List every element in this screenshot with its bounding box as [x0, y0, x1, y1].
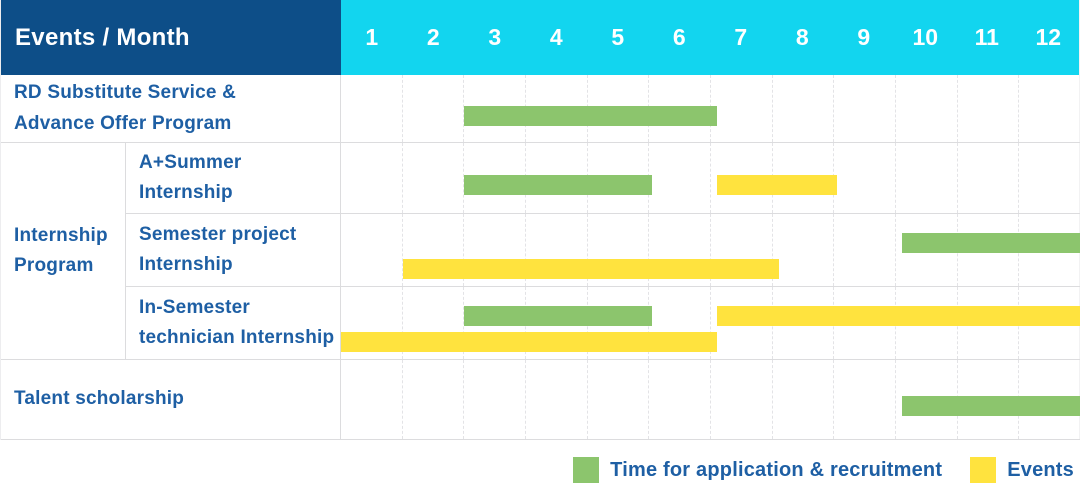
- month-gridcell: [1019, 75, 1080, 142]
- month-gridcell: [711, 75, 773, 142]
- month-label: 12: [1035, 24, 1062, 50]
- row-group-label-internship-program: Internship Program: [1, 143, 126, 360]
- month-gridcell: [896, 143, 958, 213]
- recruitment-bar: [464, 175, 653, 196]
- month-gridcell: [526, 360, 588, 439]
- recruitment-bar: [464, 305, 653, 326]
- month-label: 7: [734, 24, 748, 50]
- month-gridcell: [403, 287, 465, 359]
- gantt-schedule-table: Events / Month 1 2 3 4 5 6 7 8 9 10 11 12 RD Substi…: [0, 0, 1080, 440]
- event-bar: [402, 259, 779, 280]
- month-gridcell: [341, 75, 403, 142]
- month-gridcell: [341, 143, 403, 213]
- month-gridcell: [834, 360, 897, 439]
- events-month-header: Events / Month: [1, 0, 341, 75]
- row-label-rd-substitute: RD Substitute Service & Advance Offer Pr…: [1, 75, 341, 143]
- month-gridcell: [1019, 143, 1080, 213]
- table-header: Events / Month 1 2 3 4 5 6 7 8 9 10 11 12: [1, 0, 1079, 75]
- chart-row-semester-project-internship: [341, 214, 1080, 287]
- month-header-row: 1 2 3 4 5 6 7 8 9 10 11 12: [341, 0, 1079, 75]
- month-label: 1: [365, 24, 379, 50]
- row-label-semester-project-internship: Semester project Internship: [126, 214, 341, 287]
- month-gridcell: [341, 360, 403, 439]
- month-gridcell: [958, 143, 1020, 213]
- month-label: 8: [795, 24, 809, 50]
- month-label: 10: [912, 24, 939, 50]
- month-gridcell: [649, 360, 712, 439]
- recruitment-bar: [902, 396, 1080, 417]
- month-gridcell: [649, 287, 712, 359]
- green-swatch-icon: [573, 457, 600, 483]
- month-label: 11: [974, 24, 999, 50]
- month-gridcell: [588, 214, 650, 286]
- month-label: 9: [857, 24, 871, 50]
- month-label: 6: [672, 24, 686, 50]
- month-label: 3: [488, 24, 502, 50]
- chart-row-in-semester-technician-internship: [341, 287, 1080, 360]
- recruitment-bar: [464, 105, 718, 126]
- month-gridcell: [958, 75, 1020, 142]
- table-body: RD Substitute Service & Advance Offer Pr…: [1, 75, 1080, 440]
- month-gridcell: [341, 287, 403, 359]
- month-gridcell: [341, 214, 403, 286]
- legend: Time for application & recruitment Event…: [0, 440, 1080, 483]
- event-bar: [717, 175, 838, 196]
- month-gridcell: [773, 360, 835, 439]
- month-label: 4: [549, 24, 563, 50]
- month-gridcell: [834, 214, 897, 286]
- row-label-in-semester-technician-internship: In-Semester technician Internship: [126, 287, 341, 360]
- yellow-swatch-icon: [970, 457, 997, 483]
- event-bar: [717, 305, 1080, 326]
- month-gridcell: [773, 214, 835, 286]
- month-gridcell: [711, 214, 773, 286]
- month-label: 2: [426, 24, 440, 50]
- legend-item-recruitment: Time for application & recruitment: [573, 457, 942, 483]
- month-gridcell: [403, 143, 465, 213]
- month-gridcell: [526, 214, 588, 286]
- legend-item-events: Events: [970, 457, 1074, 483]
- month-gridcell: [834, 75, 897, 142]
- legend-label-recruitment: Time for application & recruitment: [610, 458, 943, 481]
- month-gridcell: [649, 214, 712, 286]
- month-gridcell: [403, 214, 465, 286]
- month-gridcell: [464, 214, 527, 286]
- month-gridcell: [464, 360, 527, 439]
- month-gridcell: [773, 75, 835, 142]
- legend-label-events: Events: [1007, 458, 1074, 481]
- row-label-a-summer-internship: A+Summer Internship: [126, 143, 341, 214]
- row-label-talent-scholarship: Talent scholarship: [1, 360, 341, 440]
- month-label: 5: [611, 24, 625, 50]
- chart-row-a-summer-internship: [341, 143, 1080, 214]
- month-gridcell: [711, 360, 773, 439]
- month-gridcell: [403, 75, 465, 142]
- event-bar: [341, 332, 718, 353]
- month-gridcell: [649, 143, 712, 213]
- recruitment-bar: [902, 232, 1080, 253]
- chart-row-talent-scholarship: [341, 360, 1080, 440]
- month-gridcell: [834, 143, 897, 213]
- chart-row-rd-substitute: [341, 75, 1080, 143]
- month-gridcell: [588, 360, 650, 439]
- month-gridcell: [896, 75, 958, 142]
- month-gridcell: [403, 360, 465, 439]
